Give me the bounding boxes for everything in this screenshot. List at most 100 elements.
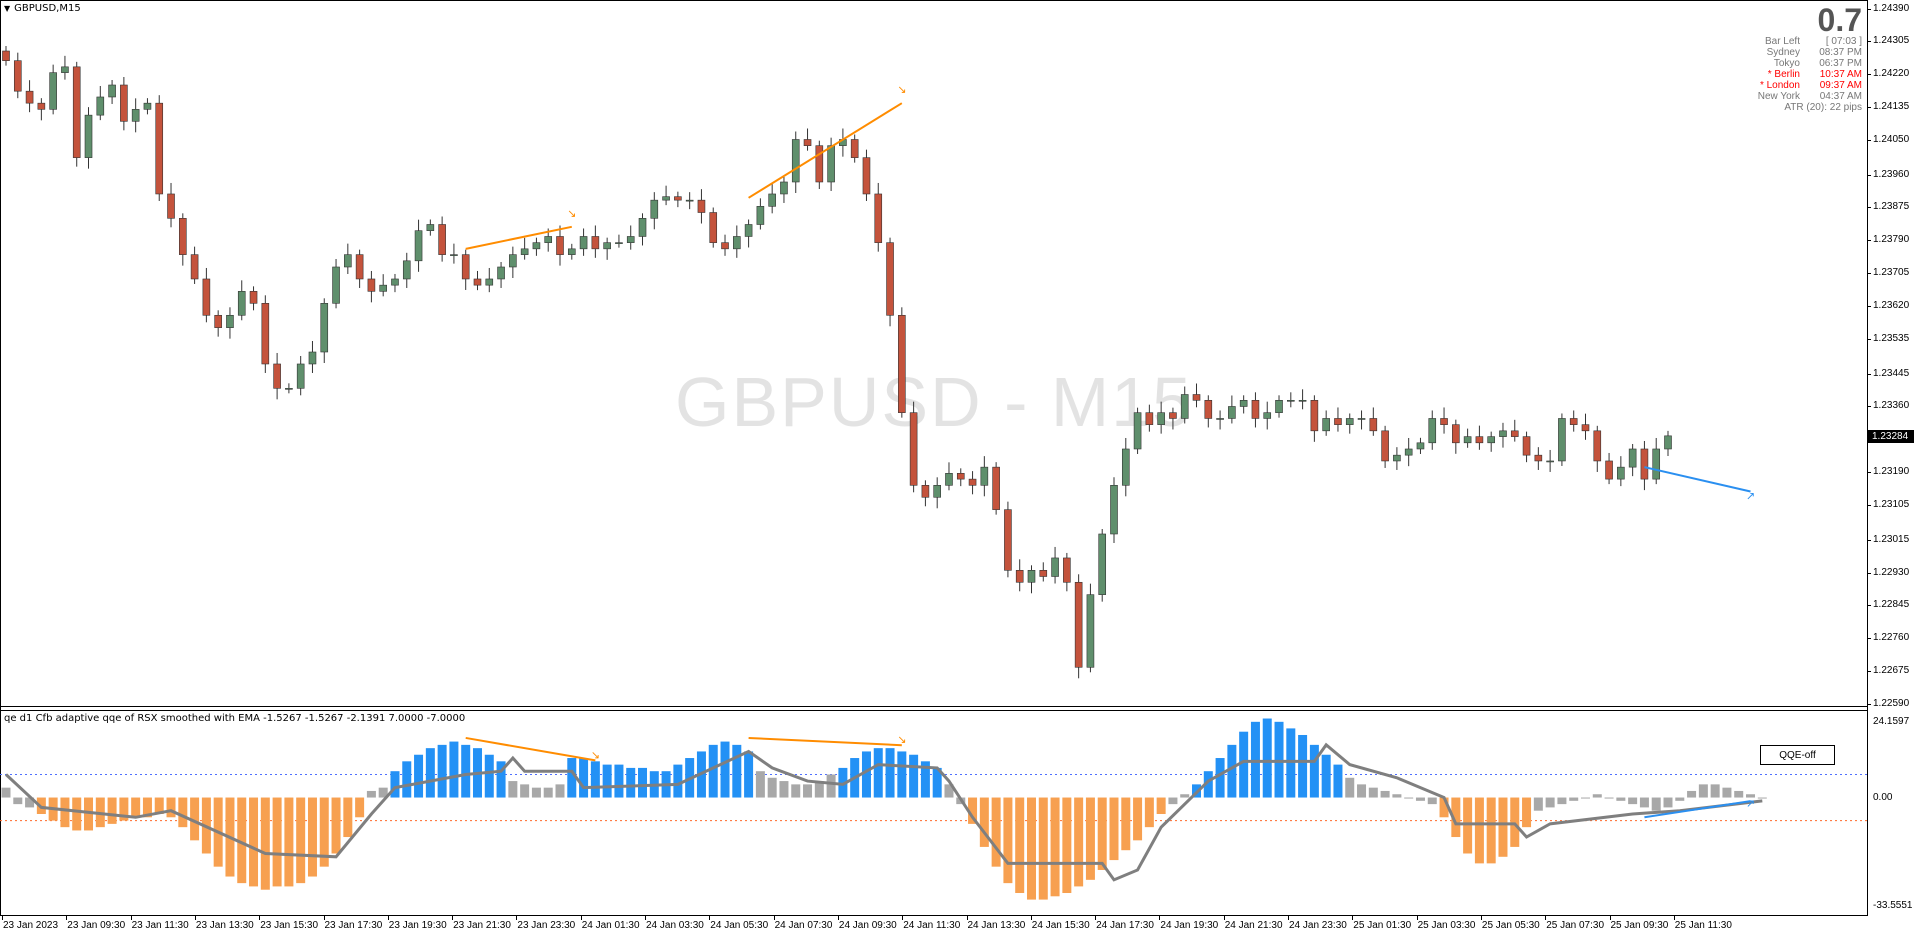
candle-body — [992, 466, 1000, 510]
chart-title[interactable]: ▼ GBPUSD,M15 — [4, 3, 81, 14]
candle-body — [402, 260, 411, 280]
candle-body — [603, 242, 611, 250]
candle-body — [768, 193, 776, 207]
time-tick — [194, 916, 196, 920]
time-tick-label: 25 Jan 01:30 — [1353, 920, 1412, 931]
histogram-bar — [1144, 797, 1154, 828]
histogram-bar — [767, 777, 777, 798]
session-row: New York 04:37 AM — [1758, 91, 1862, 102]
candle-body — [1098, 533, 1107, 595]
histogram-bar — [378, 787, 388, 798]
histogram-bar — [1710, 784, 1720, 798]
price-tick-label: 1.22930 — [1873, 566, 1910, 578]
histogram-bar — [425, 748, 435, 798]
price-tick — [1867, 704, 1871, 705]
candle-body — [202, 278, 211, 316]
candle-body — [1345, 418, 1354, 425]
qqe-off-button[interactable]: QQE-off — [1760, 745, 1835, 765]
candle-body — [473, 278, 482, 286]
histogram-bar — [1474, 797, 1484, 864]
time-tick — [1673, 916, 1675, 920]
histogram-bar — [1015, 797, 1025, 894]
price-tick-label: 1.23190 — [1873, 466, 1910, 478]
histogram-bar — [1026, 797, 1036, 900]
histogram-bar — [60, 797, 70, 828]
histogram-bar — [1368, 787, 1378, 798]
candle-body — [1133, 412, 1142, 450]
histogram-bar — [1215, 758, 1225, 798]
time-tick-label: 24 Jan 05:30 — [710, 920, 769, 931]
candle-body — [1628, 448, 1637, 468]
histogram-bar — [237, 797, 247, 884]
candle-body — [261, 303, 270, 365]
time-tick — [323, 916, 325, 920]
candle-body — [1640, 448, 1649, 480]
candle-body — [1310, 399, 1319, 432]
candle-body — [1664, 435, 1672, 450]
histogram-bar — [390, 771, 400, 798]
price-tick-label: 1.22760 — [1873, 632, 1910, 644]
histogram-bar — [1227, 744, 1237, 798]
candle-body — [1334, 418, 1342, 425]
dropdown-triangle-icon[interactable]: ▼ — [4, 4, 11, 13]
candle-body — [320, 303, 329, 353]
time-tick — [130, 916, 132, 920]
candle-body — [862, 157, 871, 195]
time-tick — [1288, 916, 1289, 920]
candle-body — [1404, 448, 1413, 456]
time-tick-label: 24 Jan 03:30 — [646, 920, 704, 931]
time-tick — [2, 916, 3, 920]
time-tick-label: 24 Jan 17:30 — [1096, 920, 1154, 931]
histogram-bar — [1062, 797, 1072, 894]
time-tick-label: 23 Jan 11:30 — [131, 920, 189, 931]
price-tick — [1867, 139, 1871, 141]
candle-body — [13, 60, 22, 92]
histogram-bar — [1003, 797, 1013, 884]
price-divergence-line — [748, 102, 903, 199]
histogram-bar — [1121, 797, 1131, 851]
histogram-bar — [873, 748, 883, 798]
histogram-bar — [154, 797, 164, 814]
price-tick-label: 1.23960 — [1873, 168, 1910, 180]
time-tick-label: 24 Jan 13:30 — [967, 920, 1026, 931]
candle-body — [567, 248, 576, 255]
histogram-bar — [484, 754, 494, 798]
session-row: Tokyo 06:37 PM — [1758, 58, 1862, 69]
histogram-bar — [1698, 784, 1708, 798]
time-tick-label: 24 Jan 21:30 — [1224, 920, 1283, 931]
candle-body — [615, 242, 623, 244]
price-pane[interactable] — [0, 0, 1867, 707]
indicator-pane[interactable] — [0, 710, 1867, 916]
price-tick-label: 1.24050 — [1873, 133, 1910, 145]
price-tick-label: 1.23535 — [1873, 332, 1910, 344]
histogram-bar — [590, 761, 600, 798]
signal-line — [4, 742, 1763, 882]
histogram-bar — [555, 784, 565, 798]
indicator-tick-label: -33.5551 — [1873, 900, 1913, 911]
candle-body — [84, 114, 93, 158]
price-tick — [1867, 74, 1871, 76]
session-time: 04:37 AM — [1819, 91, 1862, 102]
histogram-bar — [732, 744, 742, 798]
histogram-bar — [178, 797, 188, 828]
candle-body — [214, 314, 222, 328]
histogram-bar — [319, 797, 329, 867]
histogram-bar — [249, 797, 259, 887]
candle-body — [485, 278, 494, 286]
histogram-bar — [920, 761, 930, 798]
price-tick — [1867, 338, 1871, 340]
candle-body — [638, 218, 647, 237]
candle-body — [1169, 412, 1177, 419]
histogram-bar — [1722, 787, 1732, 798]
price-tick-label: 1.23620 — [1873, 300, 1910, 312]
histogram-bar — [1545, 797, 1555, 808]
session-row: Sydney 08:37 PM — [1758, 47, 1862, 58]
candle-body — [886, 242, 894, 316]
candle-body — [544, 236, 553, 243]
candle-body — [509, 254, 517, 268]
histogram-bar — [1628, 797, 1638, 805]
histogram-bar — [1569, 797, 1579, 801]
histogram-bar — [626, 767, 636, 798]
candle-body — [579, 236, 588, 250]
histogram-bar — [708, 744, 718, 798]
